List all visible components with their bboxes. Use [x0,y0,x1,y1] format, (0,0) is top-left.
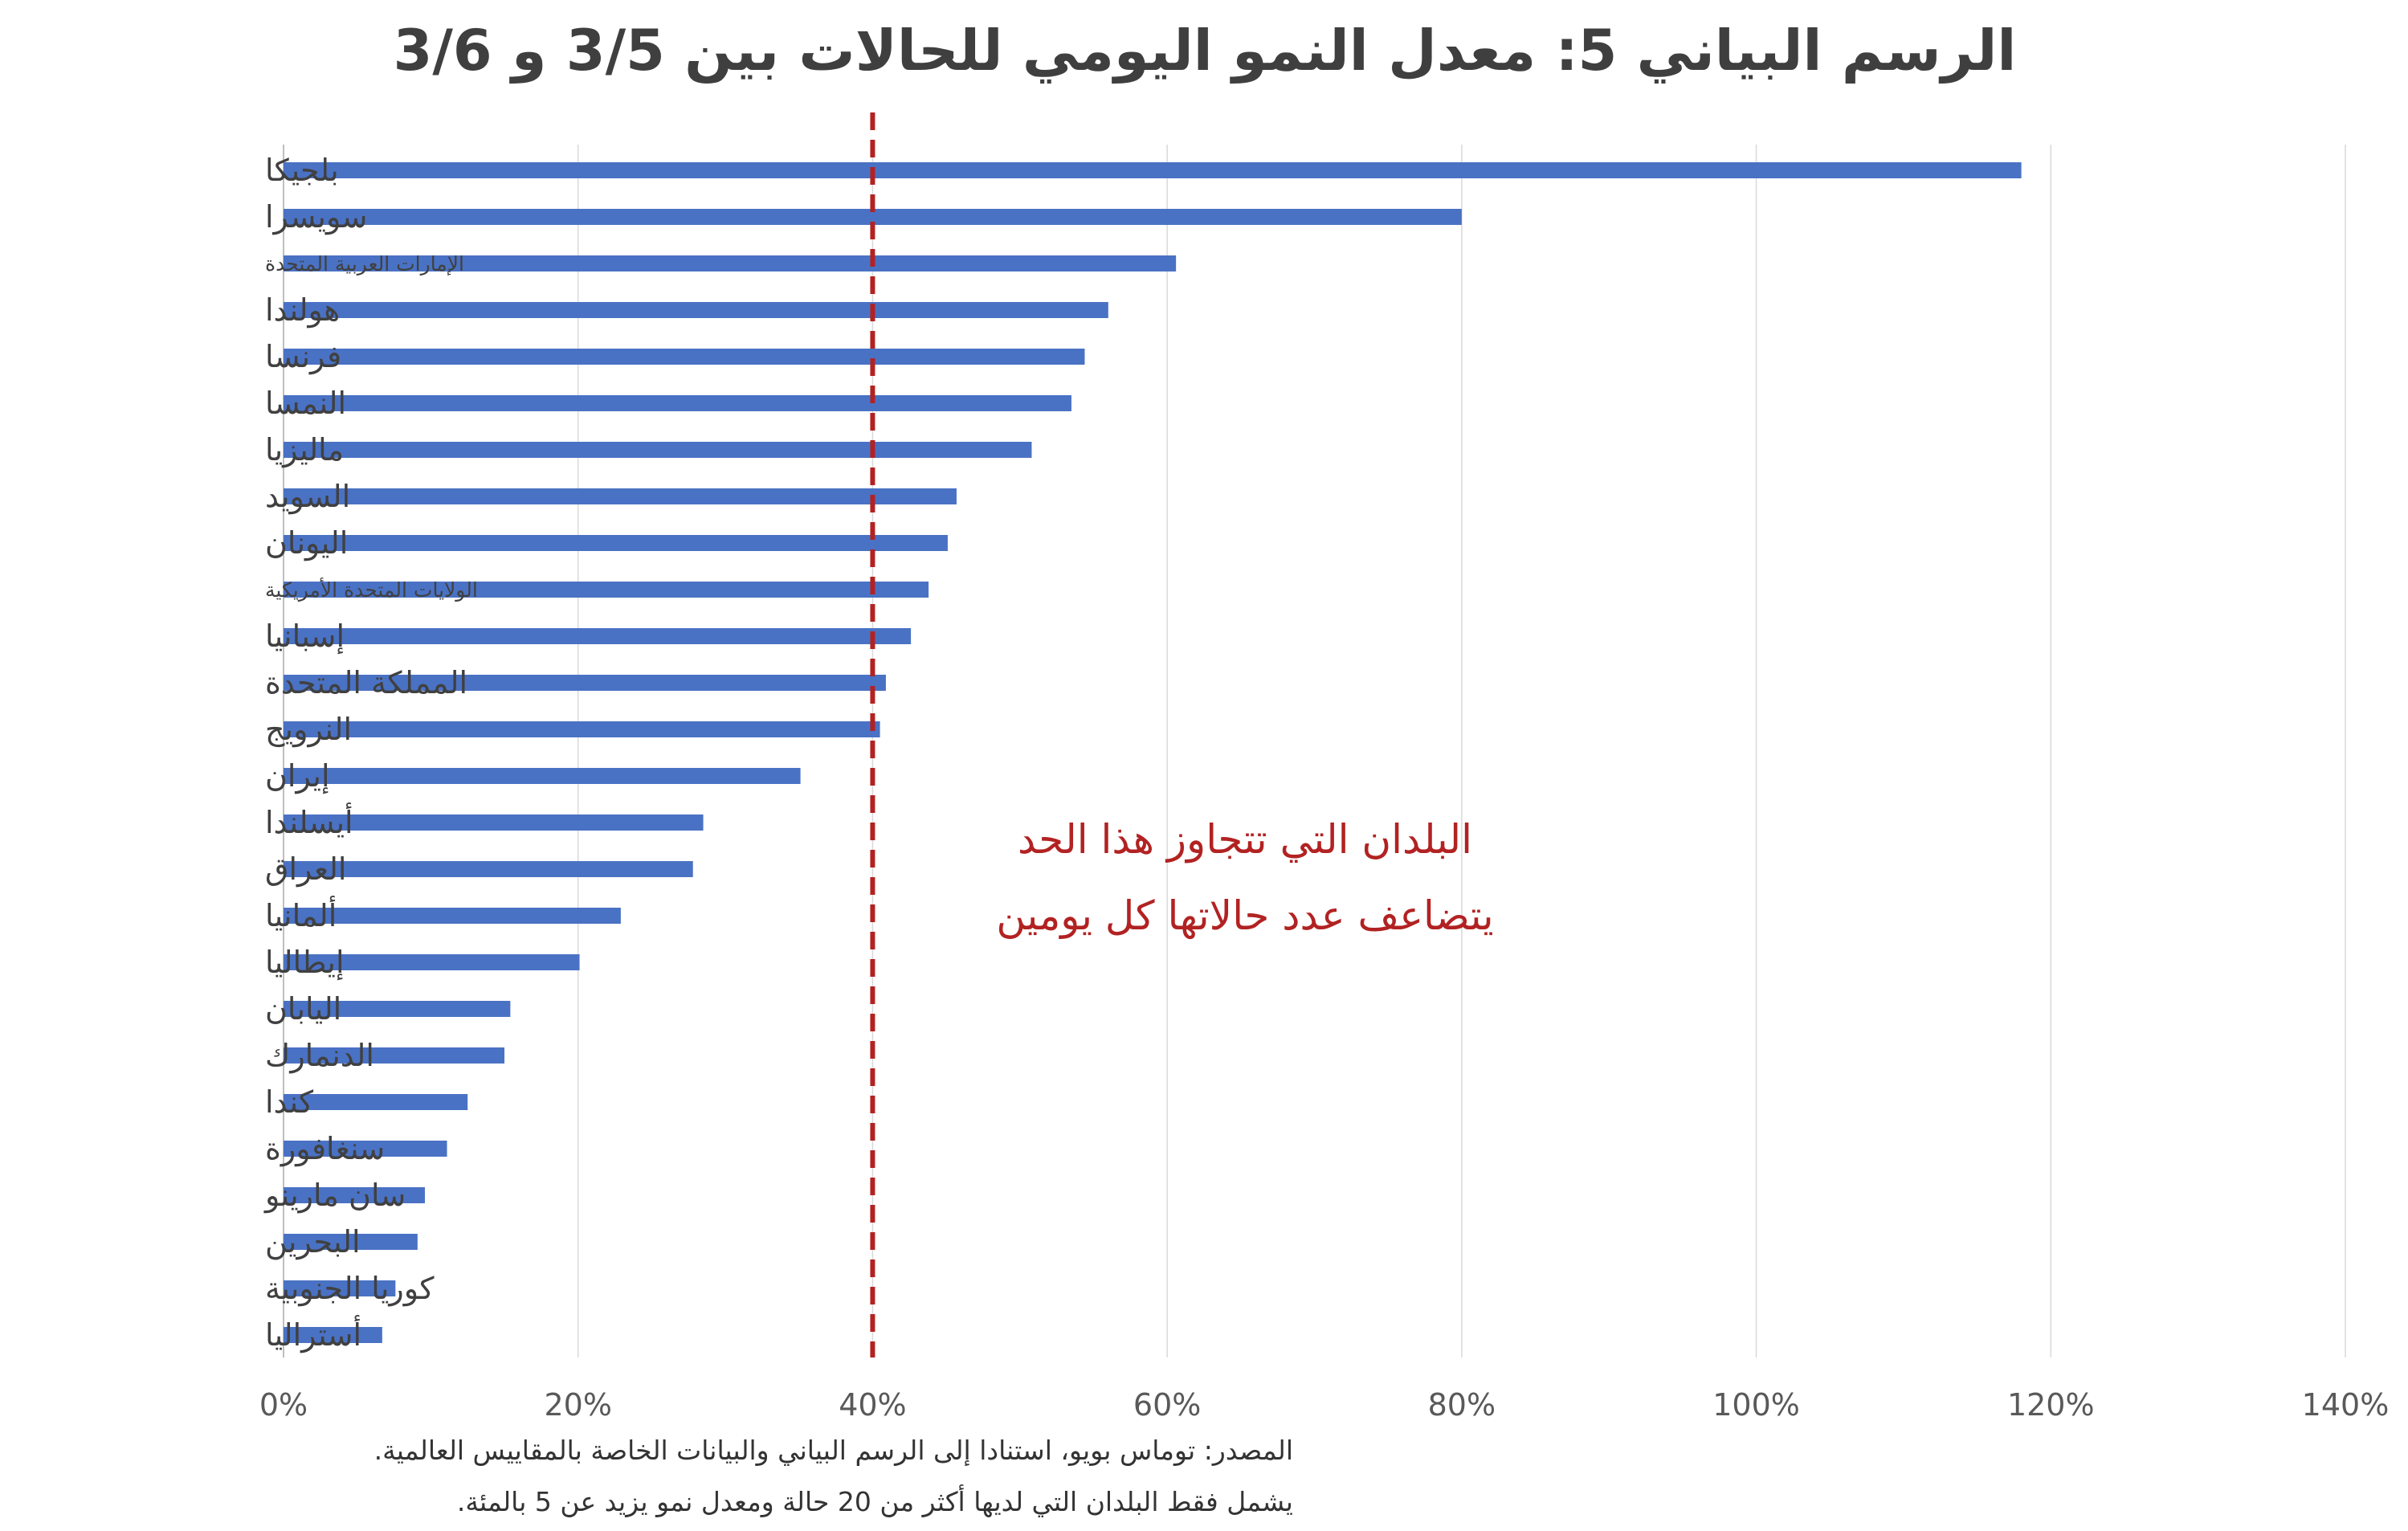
x-tick-label: 80% [1428,1387,1496,1423]
category-label: سان مارينو [263,1178,406,1214]
bar [284,908,621,924]
bar [284,675,886,691]
x-tick-label: 140% [2302,1387,2390,1423]
bar [284,395,1071,411]
bar [284,1327,382,1343]
bar [284,1187,426,1203]
category-label: اليابان [265,991,341,1027]
category-label: الدنمارك [265,1038,374,1073]
category-label: أيسلندا [265,802,353,840]
category-label: العراق [265,851,346,888]
category-label: هولندا [265,292,340,329]
category-label: المملكة المتحدة [265,665,467,700]
threshold-annotation: البلدان التي تتجاوز هذا الحد [1018,816,1472,863]
source-note: المصدر: توماس بويو، استنادا إلى الرسم ال… [373,1435,1293,1466]
bar [284,1141,447,1157]
category-label: كندا [265,1084,314,1120]
category-label: البحرين [265,1224,361,1260]
category-label: النمسا [265,386,346,421]
bar [284,535,948,551]
x-tick-label: 0% [259,1387,308,1423]
bar [284,954,580,970]
bar [284,861,693,877]
category-label: النرويج [265,712,352,748]
bar [284,255,1177,271]
bar [284,582,929,598]
category-label: إيطاليا [265,945,345,981]
category-label: بلجيكا [265,153,339,188]
bar [284,1234,418,1250]
bar [284,302,1108,318]
bar [284,1047,505,1064]
category-label: فرنسا [265,339,341,375]
category-label: السويد [265,479,350,515]
category-label: إسبانيا [265,619,345,655]
category-label: سويسرا [265,199,367,235]
bar [284,721,880,737]
x-tick-label: 20% [544,1387,611,1423]
bar [284,349,1085,365]
category-label: إيران [265,758,330,794]
category-label: الولايات المتحدة الأمريكية [265,577,478,602]
bar [284,768,801,784]
bar [284,1094,468,1110]
bar [284,162,2022,178]
bar [284,814,704,831]
bar [284,1001,511,1017]
category-label: أستراليا [265,1315,361,1353]
x-tick-label: 40% [839,1387,906,1423]
category-label: ماليزيا [265,432,344,468]
x-tick-label: 100% [1712,1387,1800,1423]
x-tick-label: 60% [1133,1387,1201,1423]
category-label: ألمانيا [265,896,337,933]
bar [284,1280,396,1296]
threshold-annotation: يتضاعف عدد حالاتها كل يومين [996,892,1493,940]
x-tick-label: 120% [2007,1387,2095,1423]
category-label: كوريا الجنوبية [265,1271,435,1307]
category-label: سنغافورة [265,1131,385,1167]
bar [284,488,957,504]
bar [284,442,1032,458]
bar [284,209,1462,225]
category-label: اليونان [265,525,348,561]
chart-title: الرسم البياني 5: معدل النمو اليومي للحال… [393,18,2017,84]
bar [284,628,912,644]
category-label: الإمارات العربية المتحدة [265,252,464,276]
criteria-note: يشمل فقط البلدان التي لديها أكثر من 20 ح… [456,1486,1293,1517]
